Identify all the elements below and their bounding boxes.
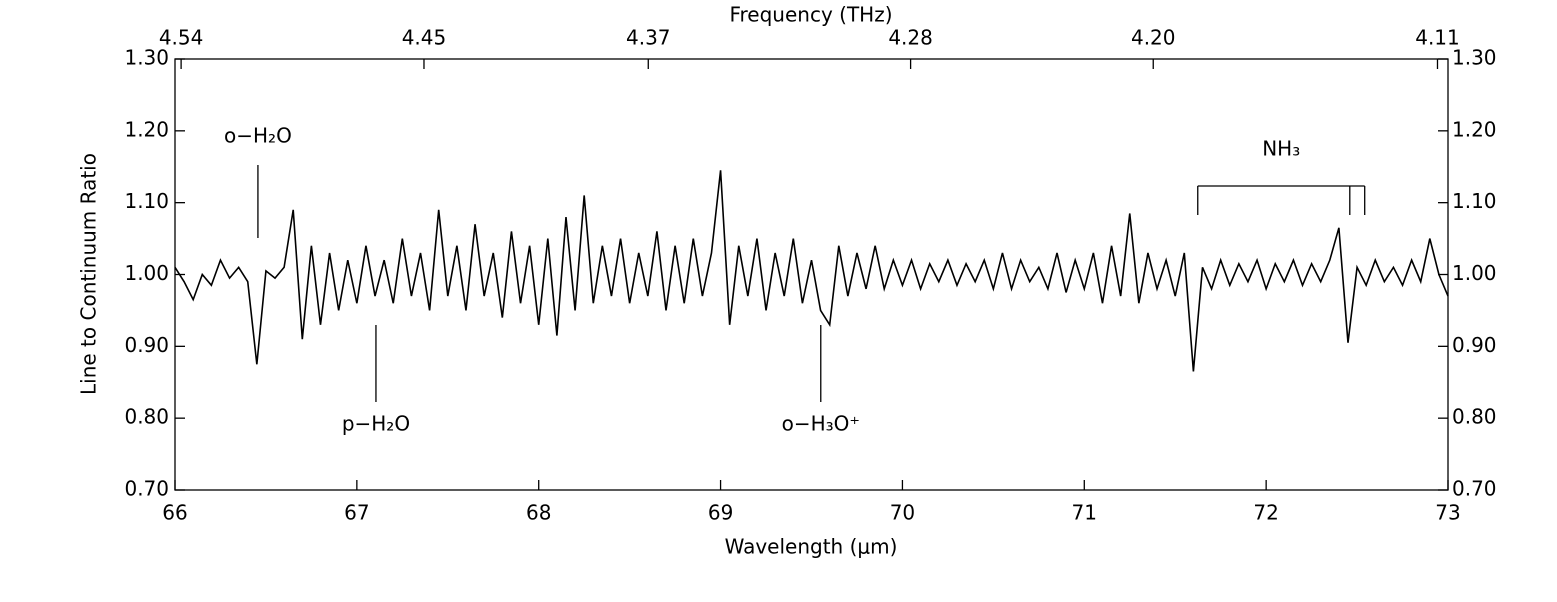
y2-tick-label: 1.30 [1452,46,1497,70]
y-tick-label: 0.70 [124,477,169,501]
y2-tick-label: 0.90 [1452,333,1497,357]
y2-tick-label: 1.20 [1452,117,1497,141]
y-tick-label: 1.20 [124,117,169,141]
spectrum-line [174,170,1449,372]
annotation-label: NH₃ [1262,137,1300,161]
annotation-label: o−H₂O [224,124,292,148]
y2-tick-label: 0.70 [1452,477,1497,501]
x2-tick-label: 4.45 [402,26,447,50]
x-axis-label: Wavelength (μm) [725,535,898,559]
x-tick-label: 71 [1072,501,1097,525]
x-tick-label: 73 [1435,501,1460,525]
y-tick-label: 1.00 [124,261,169,285]
x2-tick-label: 4.28 [888,26,933,50]
y-tick-label: 0.80 [124,405,169,429]
y2-tick-label: 1.00 [1452,261,1497,285]
x-tick-label: 72 [1253,501,1278,525]
y2-tick-label: 1.10 [1452,189,1497,213]
x2-tick-label: 4.37 [626,26,671,50]
x-tick-label: 67 [344,501,369,525]
y2-tick-label: 0.80 [1452,405,1497,429]
x-tick-label: 70 [890,501,915,525]
y-tick-label: 1.10 [124,189,169,213]
x2-axis-label: Frequency (THz) [729,3,892,27]
x-tick-label: 66 [162,501,187,525]
x2-tick-label: 4.54 [159,26,204,50]
y-axis-label: Line to Continuum Ratio [77,153,101,395]
x-tick-label: 68 [526,501,551,525]
x2-tick-label: 4.20 [1131,26,1176,50]
annotation-label: o−H₃O⁺ [782,412,860,436]
y-tick-label: 0.90 [124,333,169,357]
x-tick-label: 69 [708,501,733,525]
y-tick-label: 1.30 [124,46,169,70]
x2-tick-label: 4.11 [1415,26,1460,50]
annotation-label: p−H₂O [342,412,410,436]
